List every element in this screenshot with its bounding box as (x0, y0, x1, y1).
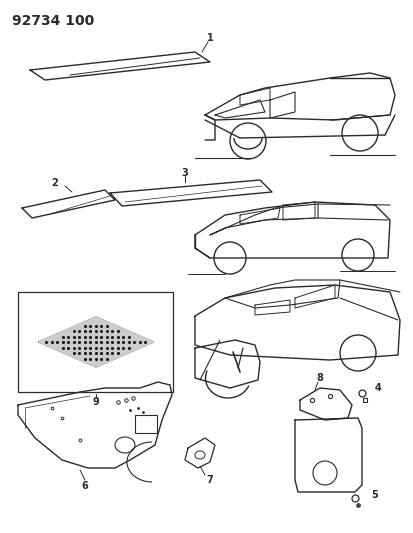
Text: 7: 7 (206, 475, 213, 485)
Polygon shape (38, 317, 153, 367)
Text: 5: 5 (371, 490, 377, 500)
Text: 2: 2 (52, 178, 58, 188)
Bar (135, 415, 157, 433)
Text: 6: 6 (81, 481, 88, 491)
Text: 9: 9 (93, 397, 99, 407)
Text: 8: 8 (316, 373, 323, 383)
Bar (18, 292, 173, 392)
Text: 4: 4 (374, 383, 380, 393)
Text: 1: 1 (206, 33, 213, 43)
Text: 3: 3 (181, 168, 188, 178)
Text: 92734 100: 92734 100 (12, 14, 94, 28)
